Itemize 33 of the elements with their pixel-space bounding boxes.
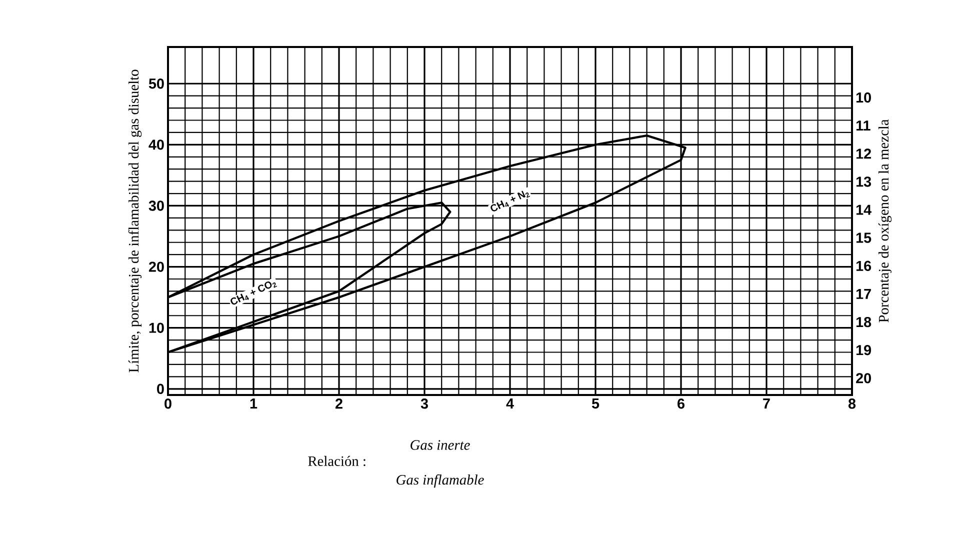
y2-tick-label: 20 (856, 373, 871, 384)
y-tick-label: 30 (148, 200, 164, 211)
x-tick-label: 7 (763, 398, 770, 408)
y2-tick-label: 19 (856, 345, 872, 356)
y-tick-label: 0 (157, 384, 164, 394)
y-tick-label: 40 (148, 140, 164, 150)
x-tick-label: 1 (250, 398, 258, 408)
x-axis-title: Relación : (308, 456, 366, 466)
y2-tick-label: 13 (856, 176, 872, 187)
x-tick-label: 2 (336, 398, 342, 409)
x-tick-label: 5 (592, 398, 600, 409)
text: Gas inflamable (396, 474, 484, 488)
x-tick-label: 6 (678, 398, 684, 409)
y2-tick-label: 12 (856, 148, 871, 159)
text: CH$_{4}$ + CO$_{2}$ (230, 282, 278, 305)
y-tick-label: 10 (149, 322, 164, 333)
y2-tick-label: 18 (856, 316, 872, 328)
y-tick-label: 20 (148, 262, 164, 272)
x-tick-label: 4 (506, 398, 514, 408)
x-tick-label: 8 (848, 398, 856, 409)
text: Gas inerte (410, 440, 470, 450)
y2-axis-title: Porcentaje de oxígeno en la mezcla (878, 119, 892, 322)
y2-tick-label: 10 (856, 92, 871, 103)
y-axis-title: Límite, porcentaje de inflamabilidad del gas disuelto (128, 70, 142, 372)
x-tick-label: 3 (420, 398, 428, 409)
x-tick-label: 0 (164, 398, 172, 409)
y2-tick-label: 15 (856, 232, 872, 243)
text: CH$_{4}$ + N$_{2}$ (490, 190, 530, 212)
y2-tick-label: 11 (856, 120, 870, 131)
y2-tick-label: 17 (856, 289, 871, 299)
y2-tick-label: 14 (856, 204, 872, 215)
y-tick-label: 50 (148, 78, 164, 89)
y2-tick-label: 16 (856, 260, 872, 272)
